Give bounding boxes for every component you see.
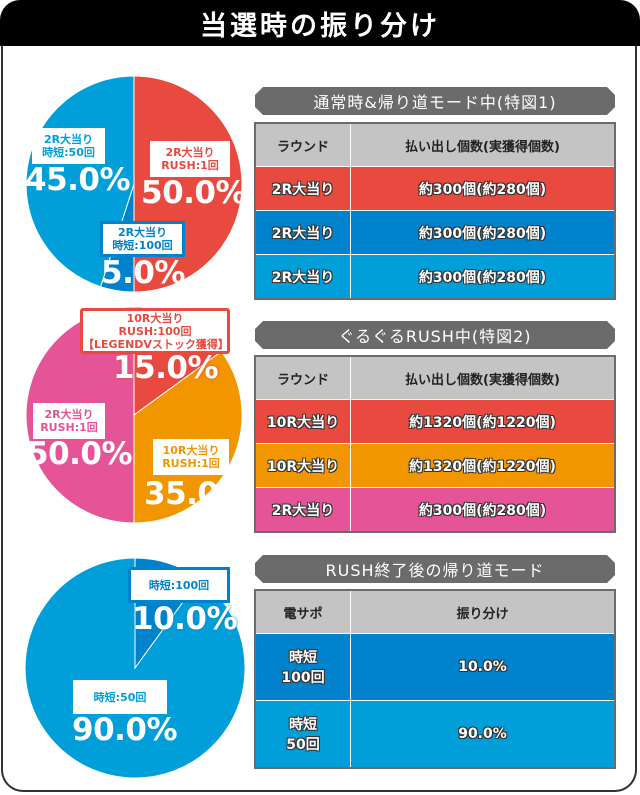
column-header-distribution: 振り分け — [350, 590, 616, 634]
slice-label-line: 時短:100回 — [148, 578, 210, 592]
slice-label-line: 10R大当り — [162, 444, 220, 457]
cell-densapo: 時短 100回 — [255, 633, 351, 701]
slice-percent-jitan100: 10.0% — [132, 601, 238, 637]
cell-round: 2R大当り — [255, 166, 351, 211]
slice-label-line: 2R大当り — [165, 146, 215, 159]
table-header-row: ラウンド 払い出し個数(実獲得個数) — [255, 356, 616, 400]
slice-label-line: 2R大当り — [117, 226, 168, 239]
column-header-round: ラウンド — [255, 123, 351, 167]
column-header-payout: 払い出し個数(実獲得個数) — [350, 356, 616, 400]
slice-percent-rush1: 50.0% — [141, 175, 247, 211]
slice-percent-jitan50: 45.0% — [25, 162, 131, 198]
slice-label-2r-rush1: 2R大当り RUSH:1回 — [33, 403, 105, 439]
section-title-return-mode: RUSH終了後の帰り道モード — [255, 555, 615, 583]
slice-label-line: RUSH:1回 — [161, 159, 219, 172]
column-header-round: ラウンド — [255, 356, 351, 400]
cell-payout: 約1320個(約1220個) — [350, 443, 616, 488]
table-row: 時短 100回 10.0% — [255, 633, 616, 701]
cell-round: 10R大当り — [255, 443, 351, 488]
slice-label-10r-rush100: 10R大当り RUSH:100回 【LEGENDVストック獲得】 — [80, 308, 230, 354]
cell-payout: 約1320個(約1220個) — [350, 399, 616, 444]
slice-percent-jitan100: 5.0% — [101, 255, 185, 291]
table-row: 2R大当り 約300個(約280個) — [255, 254, 616, 300]
slice-label-line: 時短:50回 — [93, 690, 147, 704]
cell-line: 50回 — [286, 737, 320, 753]
table-header-row: ラウンド 払い出し個数(実獲得個数) — [255, 123, 616, 167]
title-bar: 当選時の振り分け — [0, 0, 640, 46]
table-row: 10R大当り 約1320個(約1220個) — [255, 443, 616, 488]
distribution-table-return-mode: 電サポ 振り分け 時短 100回 10.0% 時短 50回 90.0% — [254, 589, 616, 769]
slice-percent-10r-rush1: 35.0% — [144, 476, 250, 512]
slice-label-line: 時短:50回 — [42, 146, 95, 159]
pie-chart-normal-mode: 2R大当り RUSH:1回 50.0% 2R大当り 時短:50回 45.0% 2… — [25, 75, 247, 293]
payout-table-rush-mode: ラウンド 払い出し個数(実獲得個数) 10R大当り 約1320個(約1220個)… — [254, 355, 616, 533]
cell-line: 時短 — [289, 650, 317, 666]
cell-round: 2R大当り — [255, 254, 351, 300]
section-title-normal-mode: 通常時&帰り道モード中(特図1) — [255, 87, 615, 115]
cell-payout: 約300個(約280個) — [350, 166, 616, 211]
slice-percent-jitan50: 90.0% — [72, 712, 178, 748]
slice-label-jitan100: 時短:100回 — [128, 567, 230, 603]
cell-round: 2R大当り — [255, 210, 351, 255]
slice-label-rush1: 2R大当り RUSH:1回 — [150, 141, 230, 177]
slice-label-line: 【LEGENDVストック獲得】 — [83, 337, 229, 351]
slice-label-10r-rush1: 10R大当り RUSH:1回 — [153, 439, 229, 475]
table-row: 2R大当り 約300個(約280個) — [255, 166, 616, 211]
column-header-payout: 払い出し個数(実獲得個数) — [350, 123, 616, 167]
table-row: 2R大当り 約300個(約280個) — [255, 487, 616, 533]
slice-label-jitan50: 時短:50回 — [73, 680, 167, 714]
table-header-row: 電サポ 振り分け — [255, 590, 616, 634]
pie-chart-rush-mode: 10R大当り RUSH:100回 【LEGENDVストック獲得】 15.0% 2… — [25, 306, 250, 524]
pie-chart-return-mode: 時短:100回 10.0% 時短:50回 90.0% — [24, 557, 246, 779]
slice-percent-2r-rush1: 50.0% — [27, 436, 133, 472]
payout-table-normal-mode: ラウンド 払い出し個数(実獲得個数) 2R大当り 約300個(約280個) 2R… — [254, 122, 616, 300]
slice-label-line: RUSH:100回 — [118, 324, 192, 338]
cell-payout: 約300個(約280個) — [350, 254, 616, 300]
slice-label-line: 2R大当り — [44, 408, 94, 421]
cell-round: 2R大当り — [255, 487, 351, 533]
cell-payout: 約300個(約280個) — [350, 487, 616, 533]
cell-line: 100回 — [281, 670, 325, 686]
cell-distribution: 10.0% — [350, 633, 616, 701]
slice-label-line: 2R大当り — [43, 133, 94, 146]
cell-round: 10R大当り — [255, 399, 351, 444]
slice-label-line: RUSH:1回 — [162, 457, 220, 470]
table-row: 2R大当り 約300個(約280個) — [255, 210, 616, 255]
cell-payout: 約300個(約280個) — [350, 210, 616, 255]
slice-label-jitan50: 2R大当り 時短:50回 — [32, 128, 105, 164]
cell-distribution: 90.0% — [350, 700, 616, 769]
column-header-densapo: 電サポ — [255, 590, 351, 634]
page-title: 当選時の振り分け — [200, 10, 440, 42]
slice-label-line: 時短:100回 — [112, 239, 173, 252]
section-title-rush-mode: ぐるぐるRUSH中(特図2) — [255, 321, 615, 349]
table-row: 時短 50回 90.0% — [255, 700, 616, 769]
table-row: 10R大当り 約1320個(約1220個) — [255, 399, 616, 444]
cell-line: 時短 — [289, 717, 317, 733]
slice-label-line: RUSH:1回 — [40, 421, 98, 434]
slice-label-line: 10R大当り — [126, 311, 184, 325]
cell-densapo: 時短 50回 — [255, 700, 351, 769]
slice-label-jitan100: 2R大当り 時短:100回 — [100, 221, 185, 257]
slice-percent-10r-rush100: 15.0% — [113, 350, 219, 386]
